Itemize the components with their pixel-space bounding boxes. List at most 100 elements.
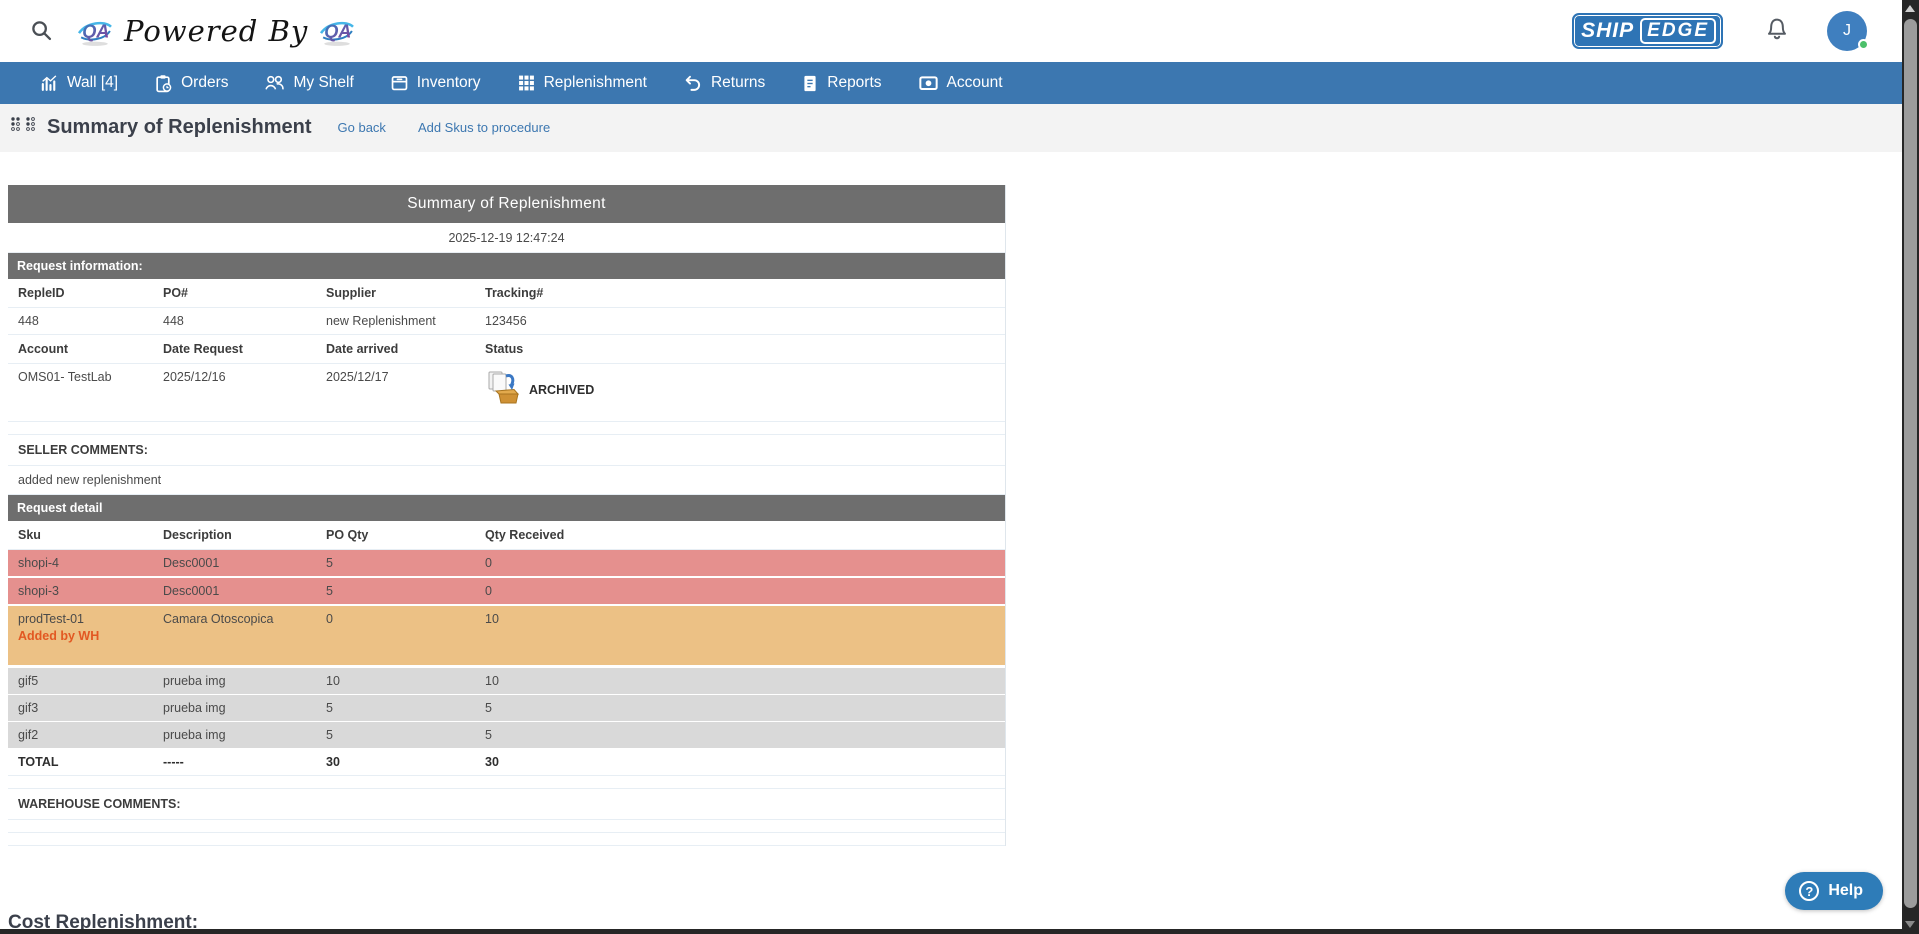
sku-cell: shopi-4 <box>18 556 59 570</box>
sku-cell: shopi-3 <box>18 584 59 598</box>
detail-row: shopi-4 Desc0001 5 0 <box>8 550 1005 578</box>
nav-replenishment-label: Replenishment <box>543 74 647 91</box>
nav-replenishment[interactable]: Replenishment <box>517 74 647 92</box>
tracking-value: 123456 <box>485 314 527 328</box>
total-description: ----- <box>163 755 184 769</box>
description-cell: prueba img <box>163 701 226 715</box>
added-by-wh-note: Added by WH <box>18 629 100 643</box>
user-avatar[interactable]: J <box>1827 11 1869 51</box>
nav-my-shelf-label: My Shelf <box>293 74 354 91</box>
qty-received-cell: 0 <box>485 584 492 598</box>
add-skus-link[interactable]: Add Skus to procedure <box>417 120 551 135</box>
col-qty-received: Qty Received <box>485 528 565 542</box>
nav-orders-label: Orders <box>181 74 229 91</box>
help-label: Help <box>1828 882 1863 899</box>
inventory-box-icon <box>390 74 409 92</box>
nav-orders[interactable]: Orders <box>154 74 228 93</box>
summary-table-title: Summary of Replenishment <box>8 185 1005 223</box>
vertical-scrollbar[interactable] <box>1902 0 1919 934</box>
nav-returns[interactable]: Returns <box>683 74 765 92</box>
question-mark-icon: ? <box>1799 881 1820 901</box>
description-cell: Desc0001 <box>163 556 220 570</box>
powered-by-text: Powered By <box>124 14 309 48</box>
nav-reports[interactable]: Reports <box>801 74 882 93</box>
spacer-row <box>8 833 1005 846</box>
archived-icon <box>485 370 525 409</box>
total-po-qty: 30 <box>326 755 340 769</box>
summary-timestamp: 2025-12-19 12:47:24 <box>8 223 1005 253</box>
help-button[interactable]: ? Help <box>1785 872 1883 910</box>
col-sku: Sku <box>18 528 41 542</box>
replenishment-summary-table: Summary of Replenishment 2025-12-19 12:4… <box>8 185 1006 846</box>
seller-comment-text: added new replenishment <box>8 466 1005 495</box>
qty-received-cell: 5 <box>485 701 492 715</box>
col-date-arrived: Date arrived <box>326 342 399 356</box>
nav-account[interactable]: Account <box>918 74 1003 92</box>
status-cell: ARCHIVED <box>485 370 995 409</box>
detail-header-row: Sku Description PO Qty Qty Received <box>8 521 1005 550</box>
info-header-row-2: Account Date Request Date arrived Status <box>8 335 1005 364</box>
description-cell: Desc0001 <box>163 584 220 598</box>
nav-wall[interactable]: Wall [4] <box>40 74 118 92</box>
horizontal-scrollbar[interactable] <box>0 929 1902 934</box>
vertical-scrollbar-thumb[interactable] <box>1904 19 1917 908</box>
qty-received-cell: 10 <box>485 612 499 626</box>
top-header: QA Powered By QA SHIP EDGE J <box>0 0 1919 62</box>
info-value-row-1: 448 448 new Replenishment 123456 <box>8 308 1005 335</box>
replenishment-grid-icon <box>517 74 536 92</box>
go-back-link[interactable]: Go back <box>337 120 386 135</box>
online-status-dot <box>1858 39 1869 50</box>
notifications-bell-icon[interactable] <box>1765 16 1789 47</box>
po-qty-cell: 0 <box>326 612 333 626</box>
description-cell: Camara Otoscopica <box>163 612 274 626</box>
request-detail-bar: Request detail <box>8 495 1005 521</box>
description-cell: prueba img <box>163 674 226 688</box>
sku-text: prodTest-01 <box>18 612 85 626</box>
nav-wall-label: Wall [4] <box>67 74 119 91</box>
repleid-value: 448 <box>18 314 39 328</box>
nav-reports-label: Reports <box>827 74 882 91</box>
search-icon[interactable] <box>30 19 54 43</box>
qa-logo-icon: QA <box>320 21 355 46</box>
spacer-row <box>8 820 1005 833</box>
total-qty-received: 30 <box>485 755 499 769</box>
info-value-row-2: OMS01- TestLab 2025/12/16 2025/12/17 ARC… <box>8 364 1005 422</box>
po-qty-cell: 5 <box>326 584 333 598</box>
po-qty-cell: 5 <box>326 556 333 570</box>
nav-inventory-label: Inventory <box>416 74 481 91</box>
col-description: Description <box>163 528 232 542</box>
reports-file-icon <box>801 74 819 93</box>
dots-grid-icon <box>9 115 39 140</box>
returns-undo-icon <box>683 74 703 92</box>
detail-row: gif2 prueba img 5 5 <box>8 722 1005 749</box>
spacer-row <box>8 422 1005 435</box>
date-arrived-value: 2025/12/17 <box>326 370 389 384</box>
scroll-up-arrow-icon[interactable] <box>1905 5 1915 12</box>
nav-returns-label: Returns <box>710 74 766 91</box>
nav-account-label: Account <box>946 74 1003 91</box>
page-title-strip: Summary of Replenishment Go back Add Sku… <box>0 104 1919 152</box>
qty-received-cell: 0 <box>485 556 492 570</box>
shipedge-logo: SHIP EDGE <box>1572 13 1723 49</box>
detail-row: gif3 prueba img 5 5 <box>8 695 1005 722</box>
date-request-value: 2025/12/16 <box>163 370 226 384</box>
detail-row: prodTest-01 Added by WH Camara Otoscopica… <box>8 606 1005 668</box>
sku-cell: gif2 <box>18 728 39 742</box>
shipedge-edge-text: EDGE <box>1640 18 1716 44</box>
shipedge-ship-text: SHIP <box>1581 19 1635 42</box>
svg-text:QA: QA <box>324 21 351 41</box>
status-value: ARCHIVED <box>529 382 595 397</box>
nav-inventory[interactable]: Inventory <box>390 74 481 92</box>
cost-replenishment-title: Cost Replenishment: <box>8 912 199 933</box>
orders-clipboard-icon <box>154 74 173 93</box>
detail-row: shopi-3 Desc0001 5 0 <box>8 578 1005 606</box>
account-value: OMS01- TestLab <box>18 370 112 384</box>
powered-by-logo: QA Powered By QA <box>76 14 356 48</box>
scroll-down-arrow-icon[interactable] <box>1905 921 1915 928</box>
main-nav: Wall [4] Orders My Shelf Inventory Reple… <box>0 62 1919 104</box>
supplier-value: new Replenishment <box>326 314 436 328</box>
col-date-request: Date Request <box>163 342 243 356</box>
po-value: 448 <box>163 314 184 328</box>
col-supplier: Supplier <box>326 286 377 300</box>
nav-my-shelf[interactable]: My Shelf <box>264 74 354 92</box>
